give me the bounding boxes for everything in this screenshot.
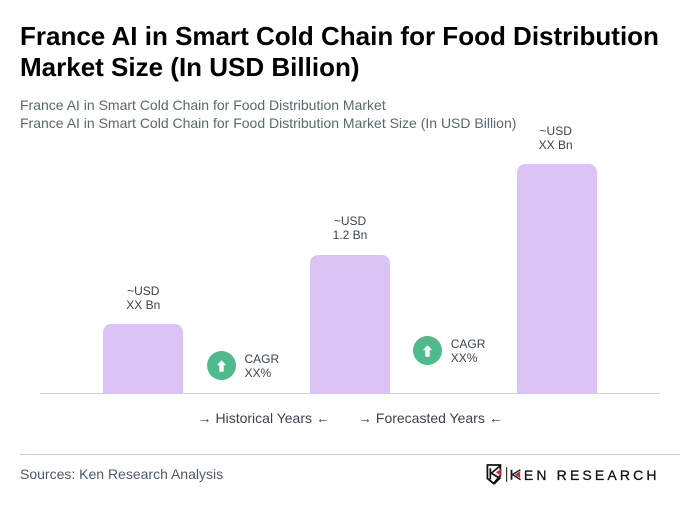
svg-text:EN RESEARCH: EN RESEARCH [524,467,659,483]
